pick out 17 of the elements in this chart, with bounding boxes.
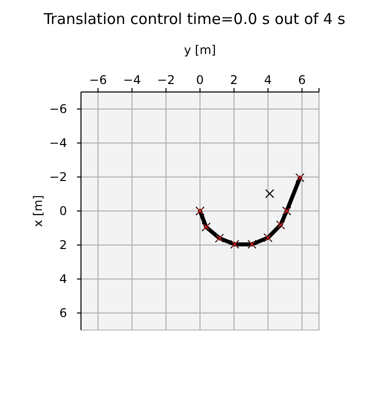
x-axis-title: y [m] [184, 43, 216, 57]
y-tick-label: 4 [59, 272, 67, 286]
y-tick-label: 0 [59, 204, 67, 218]
y-tick-label: −4 [49, 136, 67, 150]
x-tick-label: −6 [89, 73, 107, 87]
x-tick-label: 2 [230, 73, 238, 87]
y-tick-label: −2 [49, 170, 67, 184]
x-tick-label: 4 [264, 73, 272, 87]
y-axis-title: x [m] [31, 195, 45, 227]
y-tick-label: −6 [49, 102, 67, 116]
x-tick-label: −4 [123, 73, 141, 87]
x-tick-label: −2 [157, 73, 175, 87]
chart-title: Translation control time=0.0 s out of 4 s [42, 10, 346, 28]
y-tick-label: 6 [59, 306, 67, 320]
x-tick-label: 6 [298, 73, 306, 87]
y-tick-label: 2 [59, 238, 67, 252]
x-tick-label: 0 [196, 73, 204, 87]
